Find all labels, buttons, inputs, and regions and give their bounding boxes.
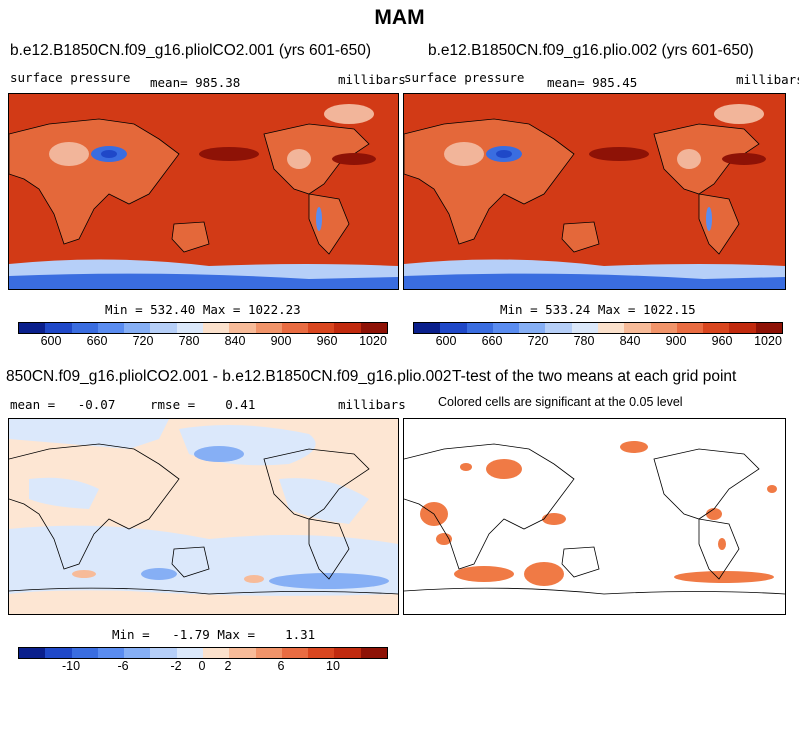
panel1-units-label: millibars: [338, 72, 406, 87]
abs-colorbar-tick-label: 960: [711, 334, 733, 348]
panel2-map: [403, 93, 786, 290]
diff-colorbar-swatch: [255, 648, 282, 658]
diff-colorbar-tick-label: -2: [170, 659, 182, 673]
abs-colorbar-tick-label: 660: [481, 334, 503, 348]
diff-colorbar-tick-label: 2: [224, 659, 232, 673]
abs-colorbar-swatch: [755, 323, 782, 333]
panel3-colorbar: [18, 647, 388, 659]
diff-colorbar-swatch: [71, 648, 98, 658]
panel2-mean-label: mean= 985.45: [547, 75, 638, 90]
panel2-minmax-label: Min = 533.24 Max = 1022.15: [500, 302, 696, 317]
abs-colorbar-swatch: [571, 323, 598, 333]
abs-colorbar-swatch: [229, 323, 256, 333]
abs-colorbar-swatch: [545, 323, 572, 333]
abs-colorbar-swatch: [519, 323, 546, 333]
abs-colorbar-tick-label: 720: [527, 334, 549, 348]
panel3-units-label: millibars: [338, 397, 406, 412]
panel2-units-label: millibars: [736, 72, 799, 87]
abs-colorbar-swatch: [19, 323, 46, 333]
abs-colorbar-swatch: [597, 323, 625, 333]
abs-colorbar-tick-label: 960: [316, 334, 338, 348]
diff-colorbar-swatch: [308, 648, 335, 658]
abs-colorbar-swatch: [624, 323, 651, 333]
panel1-colorbar: [18, 322, 388, 334]
abs-colorbar-swatch: [97, 323, 125, 333]
panel2-colorbar: [413, 322, 783, 334]
abs-colorbar-swatch: [492, 323, 520, 333]
abs-colorbar-swatch: [703, 323, 730, 333]
panel3-minmax-label: Min = -1.79 Max = 1.31: [112, 627, 316, 642]
abs-colorbar-swatch: [440, 323, 467, 333]
panel1-variable-label: surface pressure: [10, 70, 131, 85]
abs-colorbar-swatch: [281, 323, 309, 333]
panel4-map: [403, 418, 786, 615]
panel1-minmax-label: Min = 532.40 Max = 1022.23: [105, 302, 301, 317]
panel3-map: [8, 418, 399, 615]
abs-colorbar-tick-label: 600: [435, 334, 457, 348]
diff-colorbar-swatch: [281, 648, 309, 658]
abs-colorbar-tick-label: 600: [40, 334, 62, 348]
abs-colorbar-swatch: [71, 323, 98, 333]
abs-colorbar-swatch: [676, 323, 704, 333]
panel1-map: [8, 93, 399, 290]
abs-colorbar-tick-label: 660: [86, 334, 108, 348]
abs-colorbar-swatch: [150, 323, 177, 333]
panel1-colorbar-ticks: 600 660 720 780 840 900 960 1020: [18, 334, 387, 352]
panel4-subtitle: Colored cells are significant at the 0.0…: [438, 395, 683, 409]
diff-colorbar-tick-label: -6: [117, 659, 129, 673]
panel4-title: T-test of the two means at each grid poi…: [452, 368, 737, 385]
diff-colorbar-tick-label: 6: [277, 659, 285, 673]
abs-colorbar-tick-label: 900: [665, 334, 687, 348]
panel2-colorbar-ticks: 600 660 720 780 840 900 960 1020: [413, 334, 782, 352]
diff-colorbar-swatch: [229, 648, 256, 658]
abs-colorbar-tick-label: 900: [270, 334, 292, 348]
diff-colorbar-swatch: [150, 648, 177, 658]
diff-colorbar-swatch: [45, 648, 72, 658]
abs-colorbar-swatch: [334, 323, 361, 333]
abs-colorbar-tick-label: 840: [619, 334, 641, 348]
figure-title: MAM: [374, 6, 425, 29]
diff-colorbar-swatch: [360, 648, 387, 658]
abs-colorbar-tick-label: 1020: [754, 334, 782, 348]
diff-colorbar-swatch: [334, 648, 361, 658]
diff-colorbar-swatch: [202, 648, 230, 658]
abs-colorbar-swatch: [124, 323, 151, 333]
diff-colorbar-swatch: [124, 648, 151, 658]
panel3-title: 850CN.f09_g16.pliolCO2.001 - b.e12.B1850…: [6, 368, 452, 385]
diff-colorbar-swatch: [19, 648, 46, 658]
abs-colorbar-swatch: [45, 323, 72, 333]
panel2-variable-label: surface pressure: [404, 70, 525, 85]
diff-colorbar-tick-label: 0: [198, 659, 206, 673]
panel3-mean-label: mean = -0.07: [10, 397, 116, 412]
abs-colorbar-swatch: [729, 323, 756, 333]
panel3-rmse-label: rmse = 0.41: [150, 397, 256, 412]
abs-colorbar-tick-label: 840: [224, 334, 246, 348]
panel1-mean-label: mean= 985.38: [150, 75, 241, 90]
abs-colorbar-tick-label: 1020: [359, 334, 387, 348]
abs-colorbar-swatch: [202, 323, 230, 333]
abs-colorbar-swatch: [176, 323, 203, 333]
abs-colorbar-swatch: [360, 323, 387, 333]
abs-colorbar-swatch: [650, 323, 677, 333]
diff-colorbar-tick-label: 10: [326, 659, 340, 673]
panel3-colorbar-ticks: -10 -6 -2 0 2 6 10: [18, 659, 386, 677]
abs-colorbar-tick-label: 720: [132, 334, 154, 348]
panel2-title: b.e12.B1850CN.f09_g16.plio.002 (yrs 601-…: [428, 42, 754, 59]
abs-colorbar-swatch: [308, 323, 335, 333]
abs-colorbar-tick-label: 780: [573, 334, 595, 348]
diff-colorbar-tick-label: -10: [61, 659, 81, 673]
abs-colorbar-tick-label: 780: [178, 334, 200, 348]
abs-colorbar-swatch: [466, 323, 493, 333]
abs-colorbar-swatch: [414, 323, 441, 333]
diff-colorbar-swatch: [97, 648, 125, 658]
panel1-title: b.e12.B1850CN.f09_g16.pliolCO2.001 (yrs …: [10, 42, 372, 59]
diff-colorbar-swatch: [176, 648, 203, 658]
abs-colorbar-swatch: [255, 323, 282, 333]
